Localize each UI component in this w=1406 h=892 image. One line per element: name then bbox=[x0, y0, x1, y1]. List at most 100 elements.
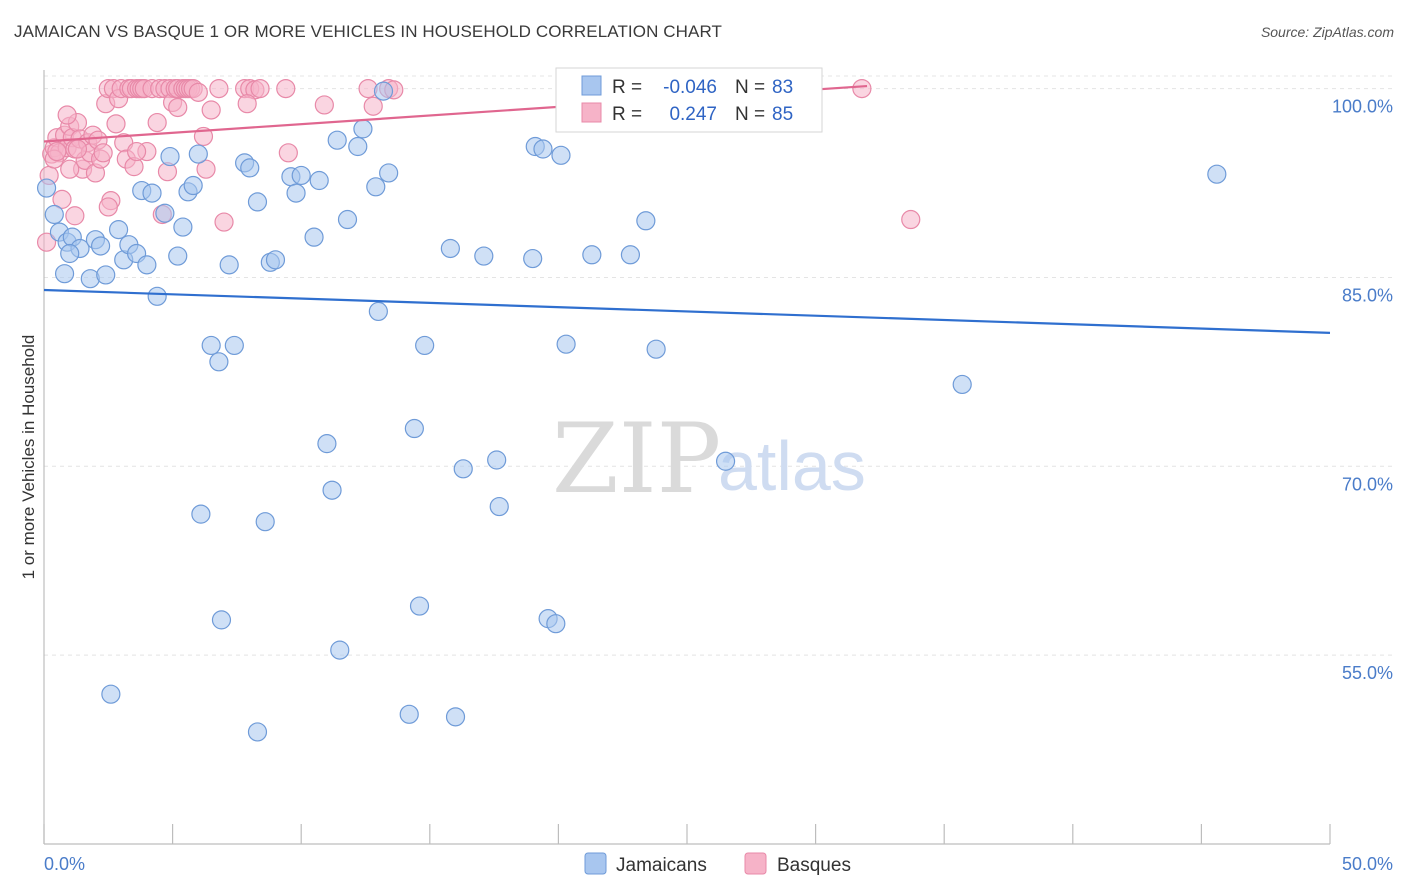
jamaican-point bbox=[445, 707, 466, 727]
jamaican-point bbox=[155, 203, 175, 223]
jamaican-point bbox=[286, 183, 306, 203]
jamaican-point bbox=[173, 217, 193, 237]
jamaican-point bbox=[191, 504, 211, 524]
jamaican-point bbox=[373, 81, 394, 101]
stats-legend: R = -0.046 N = 83 R = 0.247 N = 85 bbox=[555, 67, 823, 133]
jamaican-point bbox=[219, 255, 239, 275]
jamaican-point bbox=[952, 374, 972, 395]
bottom-legend-swatch-basques bbox=[744, 852, 767, 875]
y-tick-labels: 55.0% 70.0% 85.0% 100.0% bbox=[1332, 97, 1393, 684]
jamaican-point bbox=[636, 211, 656, 231]
jamaican-point bbox=[137, 255, 157, 275]
jamaican-point bbox=[160, 146, 180, 167]
jamaican-point bbox=[582, 245, 602, 265]
bottom-legend-label-jamaicans: Jamaicans bbox=[616, 855, 707, 876]
jamaican-point bbox=[379, 163, 399, 183]
jamaican-point bbox=[247, 722, 268, 742]
basque-point bbox=[363, 96, 383, 116]
jamaican-point bbox=[366, 177, 386, 197]
jamaican-point bbox=[224, 335, 244, 356]
basque-point bbox=[901, 209, 921, 230]
jamaican-point bbox=[265, 250, 286, 270]
watermark-atlas: atlas bbox=[718, 427, 866, 505]
x-ticks bbox=[43, 824, 1331, 844]
jamaican-point bbox=[147, 286, 167, 306]
basque-point bbox=[314, 95, 334, 115]
legend-r-value-basques: 0.247 bbox=[669, 104, 717, 125]
jamaican-point bbox=[399, 704, 419, 724]
jamaican-point bbox=[96, 265, 116, 285]
jamaican-point bbox=[415, 335, 435, 356]
basque-point bbox=[237, 94, 257, 114]
jamaican-point bbox=[54, 264, 75, 284]
y-tick-label: 100.0% bbox=[1332, 97, 1393, 117]
jamaican-point bbox=[348, 136, 368, 157]
bottom-legend-swatch-jamaicans bbox=[584, 852, 607, 875]
jamaican-point bbox=[36, 178, 57, 198]
jamaican-point bbox=[330, 640, 350, 660]
jamaican-point bbox=[409, 596, 430, 616]
jamaican-point bbox=[209, 352, 229, 372]
jamaican-point bbox=[101, 684, 121, 704]
basque-point bbox=[126, 141, 147, 162]
jamaican-point bbox=[90, 236, 111, 256]
legend-n-value-jamaicans: 83 bbox=[772, 77, 793, 98]
basque-point bbox=[214, 212, 234, 232]
y-axis-title: 1 or more Vehicles in Household bbox=[19, 335, 38, 580]
legend-n-label-jamaicans: N = bbox=[735, 77, 765, 98]
jamaican-point bbox=[142, 183, 162, 203]
x-tick-label-max: 50.0% bbox=[1342, 854, 1393, 874]
basque-point bbox=[276, 78, 296, 99]
jamaican-point bbox=[188, 144, 208, 164]
basque-point bbox=[278, 143, 298, 163]
jamaican-point bbox=[551, 145, 571, 165]
bottom-legend-label-basques: Basques bbox=[777, 855, 851, 876]
jamaican-point bbox=[487, 450, 507, 470]
chart-source: Source: ZipAtlas.com bbox=[1260, 24, 1394, 40]
jamaican-point bbox=[304, 227, 324, 247]
watermark-zip: ZIP bbox=[552, 403, 721, 515]
watermark: ZIP atlas bbox=[552, 403, 866, 515]
jamaican-point bbox=[108, 220, 129, 240]
legend-r-label-basques: R = bbox=[612, 104, 642, 125]
jamaican-point bbox=[201, 335, 221, 356]
legend-n-value-basques: 85 bbox=[772, 104, 793, 125]
basque-point bbox=[98, 197, 118, 217]
jamaican-point bbox=[327, 130, 347, 150]
jamaican-point bbox=[368, 301, 388, 322]
basque-points bbox=[36, 78, 921, 252]
jamaican-point bbox=[255, 512, 275, 532]
jamaican-point bbox=[440, 238, 460, 259]
basque-point bbox=[250, 78, 270, 99]
legend-swatch-basques bbox=[581, 102, 602, 123]
basque-point bbox=[147, 112, 167, 133]
jamaican-point bbox=[183, 175, 203, 196]
basque-point bbox=[60, 159, 80, 179]
basque-point bbox=[168, 97, 188, 118]
series-legend: Jamaicans Basques bbox=[584, 852, 851, 876]
legend-n-label-basques: N = bbox=[735, 104, 765, 125]
legend-r-value-jamaicans: -0.046 bbox=[663, 77, 717, 98]
basque-point bbox=[57, 105, 77, 125]
jamaican-point bbox=[474, 246, 494, 266]
jamaican-point bbox=[353, 119, 373, 139]
jamaican-points bbox=[36, 78, 1227, 742]
jamaican-point bbox=[44, 204, 64, 225]
jamaican-point bbox=[556, 334, 576, 354]
basque-point bbox=[65, 206, 85, 226]
jamaican-point bbox=[317, 434, 337, 454]
jamaican-point bbox=[453, 459, 473, 479]
jamaican-point bbox=[533, 139, 553, 159]
jamaican-point bbox=[322, 480, 342, 500]
legend-swatch-jamaicans bbox=[581, 75, 602, 96]
jamaican-point bbox=[168, 246, 188, 266]
jamaican-point bbox=[211, 610, 232, 630]
jamaican-point bbox=[291, 165, 311, 186]
jamaican-point bbox=[489, 496, 509, 517]
basque-point bbox=[188, 82, 208, 102]
basque-point bbox=[209, 78, 229, 99]
basque-point bbox=[52, 189, 72, 209]
basque-point bbox=[93, 143, 113, 163]
chart-title: JAMAICAN VS BASQUE 1 OR MORE VEHICLES IN… bbox=[14, 22, 723, 41]
